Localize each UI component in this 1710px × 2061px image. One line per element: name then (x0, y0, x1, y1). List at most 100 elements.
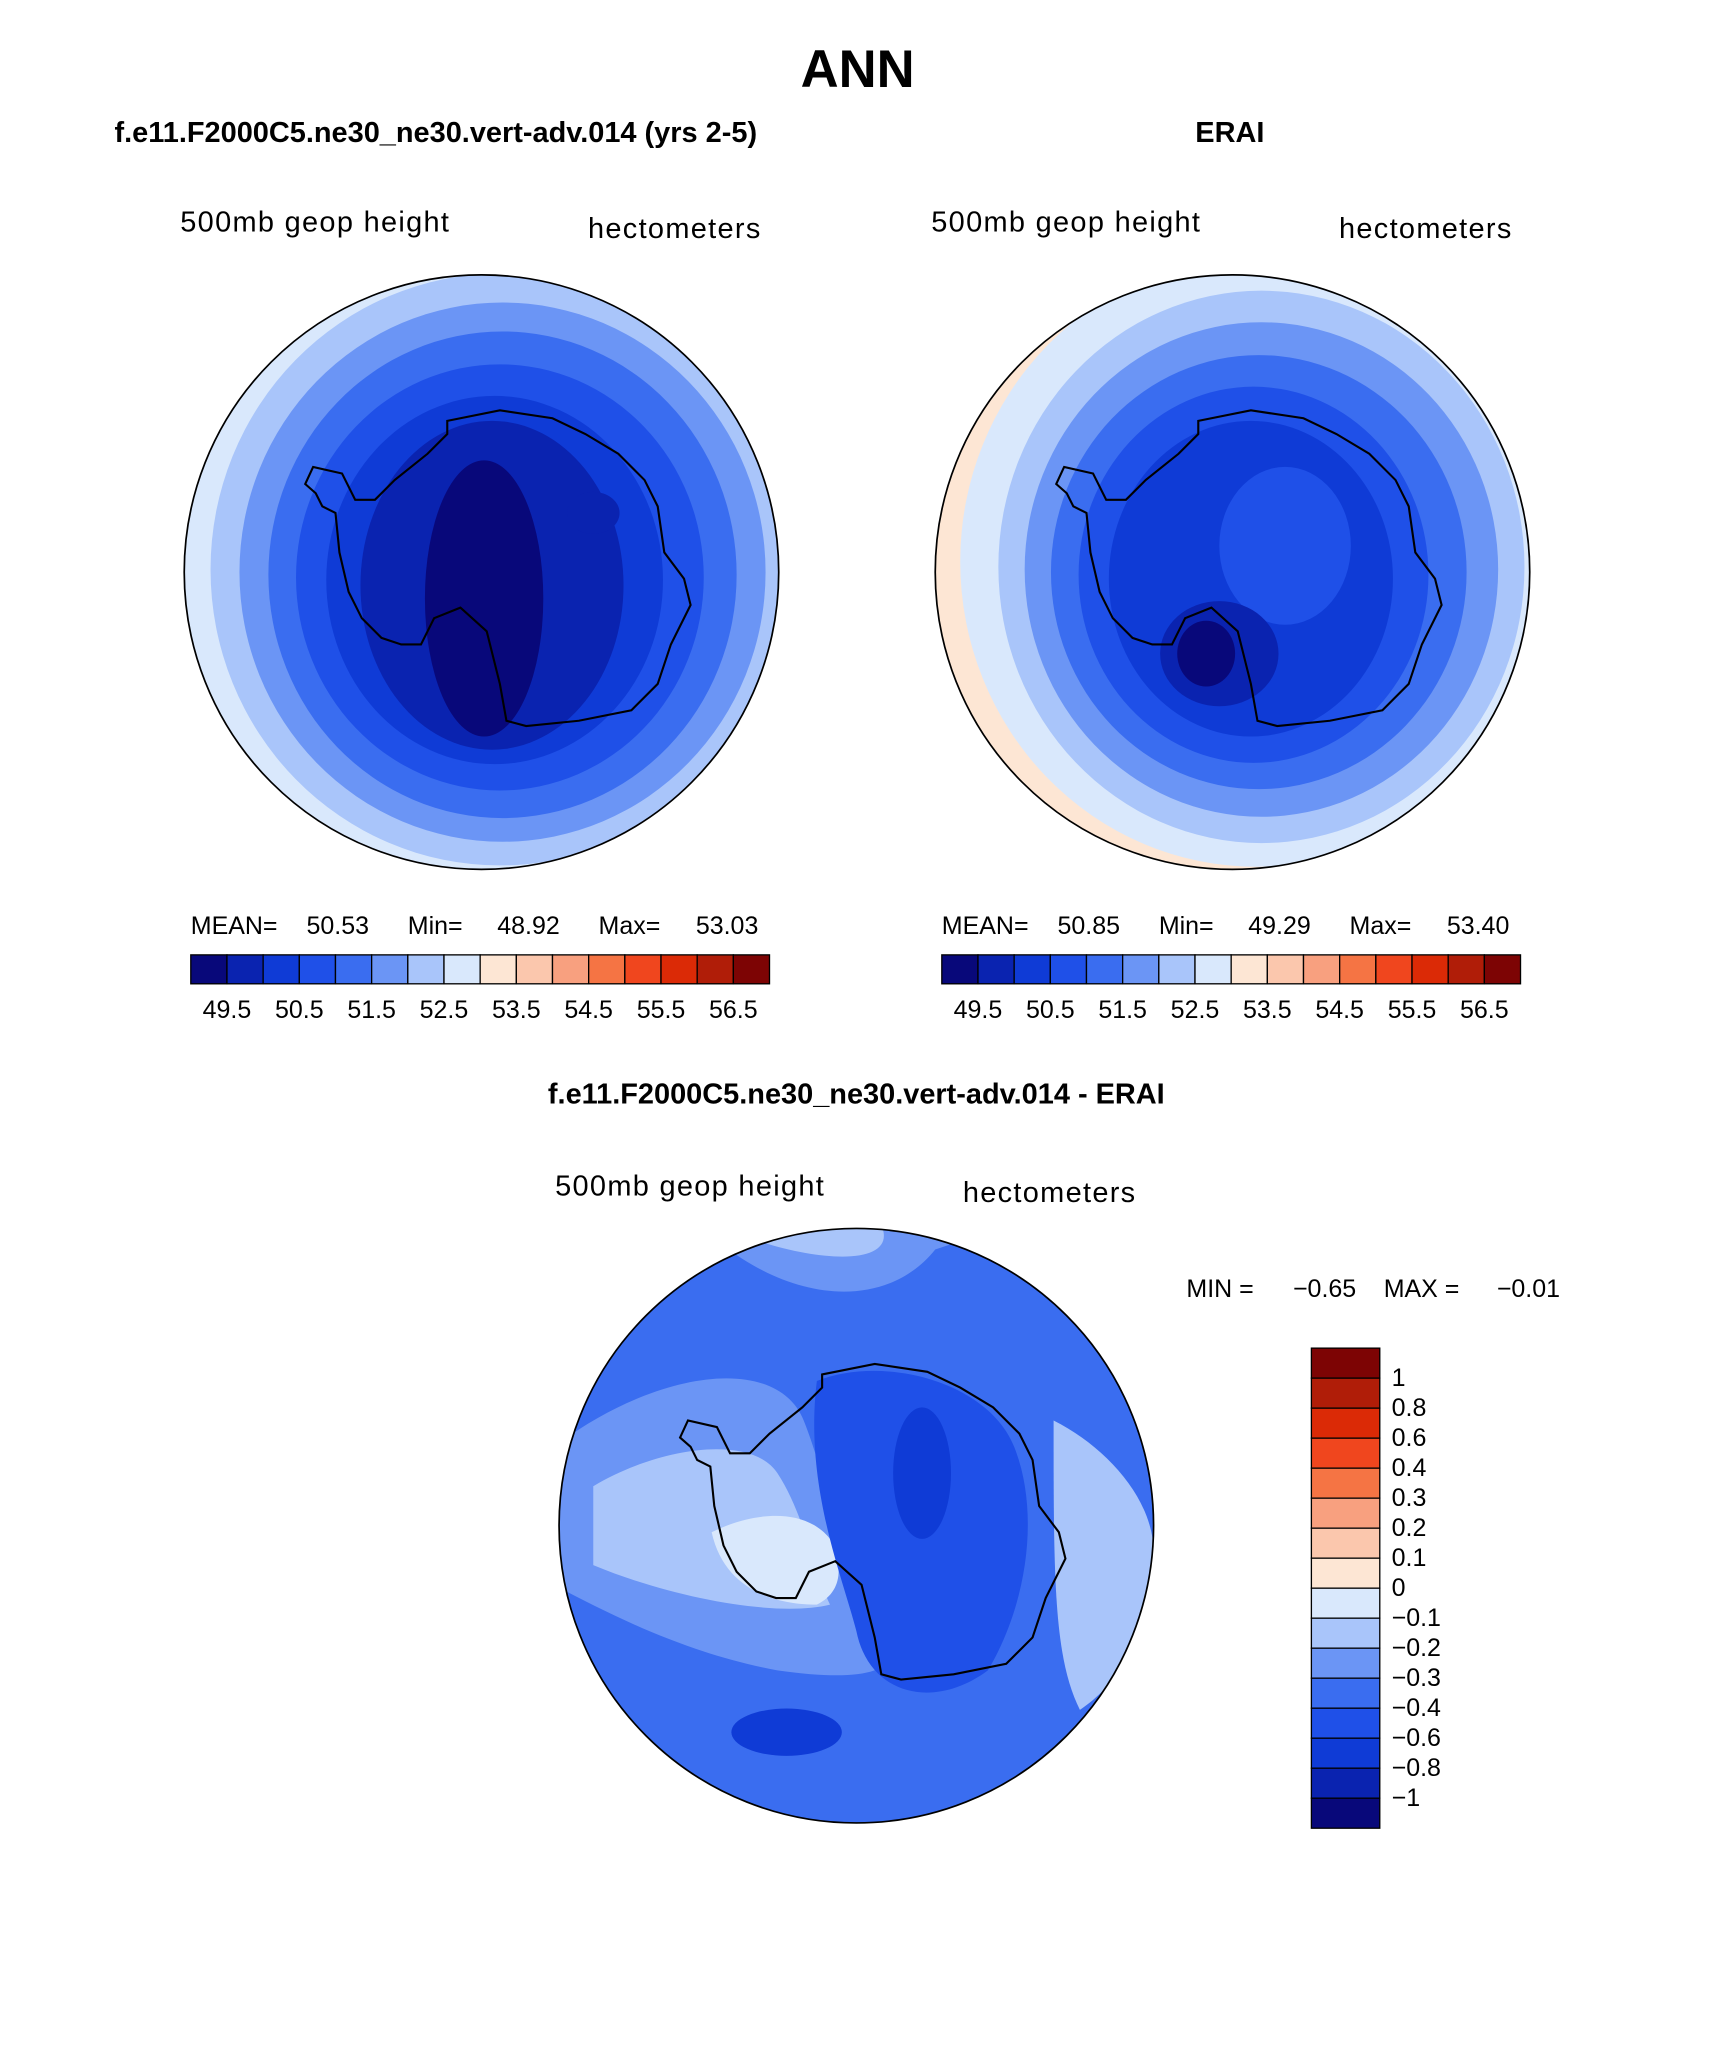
colorbar-box (1339, 954, 1377, 985)
colorbar-label: −1 (1392, 1784, 1420, 1812)
colorbar-label: 1 (1392, 1364, 1406, 1392)
colorbar-label: 0 (1392, 1574, 1406, 1602)
colorbar-box (1310, 1587, 1381, 1619)
colorbar-box (588, 954, 626, 985)
colorbar-box (941, 954, 979, 985)
stat-text: MEAN= (942, 912, 1029, 940)
figure-title: ANN (801, 40, 915, 99)
colorbar-box (1049, 954, 1088, 985)
map (184, 274, 779, 870)
colorbar-box (1194, 954, 1232, 985)
colorbar-label: 51.5 (1098, 996, 1147, 1024)
units-label: hectometers (963, 1177, 1137, 1209)
map-border (934, 274, 1531, 871)
field-label: 500mb geop height (180, 206, 450, 238)
colorbar-box (1158, 954, 1196, 985)
stat-text: Min= (408, 912, 463, 940)
stat-text: 48.92 (497, 912, 559, 940)
colorbar-label: 0.1 (1392, 1544, 1427, 1572)
colorbar-box (551, 954, 590, 985)
colorbar-box (1375, 954, 1413, 985)
stat-text: MEAN= (191, 912, 278, 940)
stat-text: 53.40 (1447, 912, 1509, 940)
colorbar-label: 0.2 (1392, 1514, 1427, 1542)
colorbar-label: 55.5 (637, 996, 686, 1024)
colorbar-label: −0.1 (1392, 1604, 1441, 1632)
stat-text: MAX = (1384, 1275, 1460, 1303)
colorbar-box (1230, 954, 1268, 985)
colorbar-box (262, 954, 300, 985)
colorbar-box (1310, 1737, 1381, 1769)
colorbar-box (696, 954, 734, 985)
colorbar-box (1310, 1437, 1381, 1469)
colorbar-label: −0.8 (1392, 1754, 1441, 1782)
colorbar-label: −0.6 (1392, 1724, 1441, 1752)
colorbar-label: 50.5 (1026, 996, 1075, 1024)
colorbar-box (1310, 1647, 1381, 1679)
colorbar-box (1121, 954, 1160, 985)
colorbar-label: 52.5 (420, 996, 469, 1024)
colorbar-box (1310, 1527, 1381, 1559)
colorbar-box (443, 954, 481, 985)
colorbar-box (479, 954, 517, 985)
colorbar-box (1266, 954, 1305, 985)
map (935, 274, 1530, 870)
colorbar-box (1310, 1767, 1381, 1799)
colorbar-label: 54.5 (564, 996, 613, 1024)
contour-band (424, 460, 544, 737)
map (559, 1228, 1154, 1823)
stat-text: Min= (1159, 912, 1214, 940)
colorbar-box (1013, 954, 1051, 985)
colorbar-box (190, 954, 228, 985)
units-label: hectometers (588, 213, 762, 245)
stat-text: −0.65 (1293, 1275, 1356, 1303)
colorbar-box (1310, 1557, 1381, 1589)
colorbar-label: 50.5 (275, 996, 324, 1024)
colorbar-box (1447, 954, 1486, 985)
contour-band (566, 491, 620, 534)
colorbar-box (1310, 1347, 1381, 1379)
colorbar-box (624, 954, 662, 985)
colorbar-label: 49.5 (203, 996, 252, 1024)
colorbar-box (1310, 1497, 1381, 1529)
colorbar-box (515, 954, 554, 985)
stat-text: −0.01 (1497, 1275, 1560, 1303)
stat-text: 50.85 (1058, 912, 1120, 940)
colorbar-label: 52.5 (1171, 996, 1220, 1024)
colorbar-label: 54.5 (1315, 996, 1364, 1024)
contour-band (893, 1407, 952, 1539)
colorbar-box (298, 954, 337, 985)
field-label: 500mb geop height (931, 206, 1201, 238)
colorbar-label: −0.3 (1392, 1664, 1441, 1692)
colorbar-box (407, 954, 445, 985)
colorbar-box (1310, 1617, 1381, 1649)
contour-band (1177, 620, 1236, 687)
colorbar-label: 51.5 (347, 996, 396, 1024)
panel-title: f.e11.F2000C5.ne30_ne30.vert-adv.014 - E… (548, 1078, 1165, 1110)
colorbar-box (1302, 954, 1341, 985)
stat-text: MIN = (1186, 1275, 1253, 1303)
colorbar-label: 56.5 (1460, 996, 1509, 1024)
units-label: hectometers (1339, 213, 1513, 245)
map-border (558, 1227, 1155, 1824)
colorbar-box (1411, 954, 1449, 985)
colorbar-box (1310, 1407, 1381, 1439)
colorbar-box (226, 954, 264, 985)
colorbar-label: 55.5 (1388, 996, 1437, 1024)
colorbar-label: −0.2 (1392, 1634, 1441, 1662)
colorbar-label: 49.5 (954, 996, 1003, 1024)
panel-title: ERAI (1195, 117, 1264, 149)
map-border (183, 274, 780, 871)
colorbar-label: −0.4 (1392, 1694, 1441, 1722)
colorbar-label: 0.8 (1392, 1394, 1427, 1422)
colorbar-label: 0.4 (1392, 1454, 1427, 1482)
stat-text: 53.03 (696, 912, 758, 940)
colorbar-label: 53.5 (492, 996, 541, 1024)
stat-text: Max= (599, 912, 661, 940)
colorbar-box (660, 954, 698, 985)
colorbar-label: 53.5 (1243, 996, 1292, 1024)
stat-text: 49.29 (1248, 912, 1310, 940)
colorbar-box (334, 954, 373, 985)
colorbar-label: 0.3 (1392, 1484, 1427, 1512)
